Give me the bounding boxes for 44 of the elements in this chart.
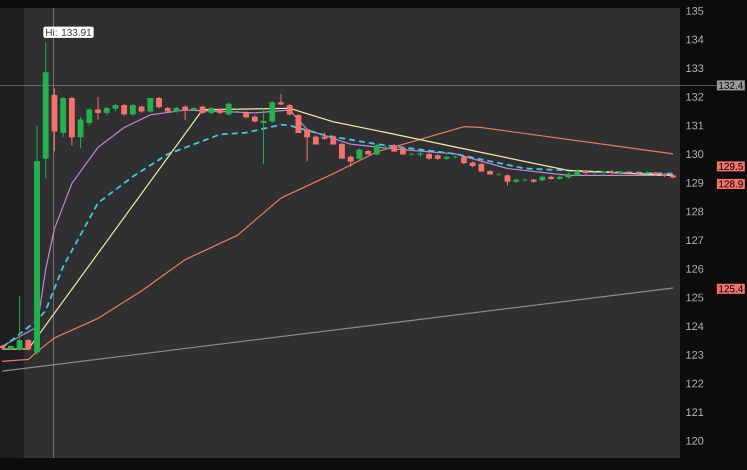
candlestick [504,174,510,186]
candlestick [304,128,310,162]
candlestick [147,98,154,114]
y-tick-label: 121 [686,408,704,416]
candlestick [278,93,284,106]
candlestick [286,104,293,116]
candlestick [356,148,362,160]
candlestick [121,104,128,116]
candlestick [295,114,302,134]
y-tick-label: 128 [686,208,704,216]
candlestick [339,142,345,159]
candlestick [78,116,84,149]
y-tick-label: 124 [686,322,704,330]
candlestick [260,108,266,165]
y-tick-label: 132 [686,92,704,101]
annotation: Hi: 133.91 [46,28,92,36]
candlestick [374,144,380,156]
candlestick [182,104,188,120]
y-tick-label: 133 [686,64,704,72]
y-tick-label: 134 [686,36,704,44]
candlestick [130,104,136,116]
y-tick-label: 127 [686,236,704,244]
y-tick-label: 120 [686,436,704,445]
y-tick-label: 129 [686,178,704,187]
text: 125.4 [719,285,744,292]
candlestick [269,100,276,124]
candlestick [86,108,92,126]
candlestick [408,152,415,156]
candlestick [226,102,232,116]
text: 129.5 [719,162,743,170]
y-tick-label: 125 [686,294,704,302]
candlestick [95,96,101,120]
candlestick [16,296,23,352]
candlestick [25,338,32,352]
y-tick-label: 130 [686,150,704,158]
y-tick-label: 122 [686,380,704,388]
y-tick-label: 126 [686,264,704,273]
text: 128.9 [719,180,743,188]
y-tick-label: 131 [686,122,704,130]
candlestick [156,96,162,109]
y-tick-label: 135 [686,6,704,15]
candlestick [348,155,354,168]
y-tick-label: 123 [686,350,704,359]
ref-line-label: 132.4 [719,82,744,89]
